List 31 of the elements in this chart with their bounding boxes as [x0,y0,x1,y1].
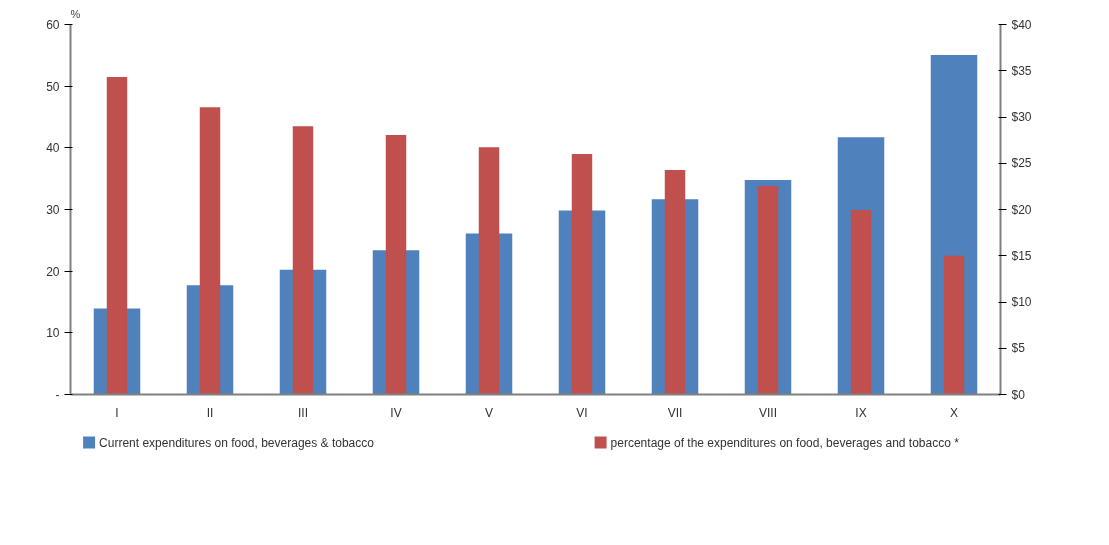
x-tick-label: III [298,405,309,420]
y2-tick-label: $40 [1011,17,1032,32]
x-tick-label: II [206,405,214,420]
y2-tick-label: $25 [1011,156,1032,171]
bar [943,255,965,395]
y-tick-label: - [55,388,60,402]
x-tick-label: IV [390,405,402,420]
y-tick-label: 30 [46,203,60,217]
y-tick-label: 20 [46,264,60,279]
x-tick-label: IX [855,405,867,420]
y-tick-label: 40 [46,141,60,156]
y-tick-label: 50 [46,79,60,94]
y2-tick-label: $15 [1011,248,1032,263]
legend-label: percentage of the expenditures on food, beverages and tobacco * [610,435,960,450]
x-tick-label: I [115,405,119,420]
y2-tick-label: $20 [1011,202,1032,217]
x-tick-label: VI [576,405,588,420]
legend-label: Current expenditures on food, beverages & tobacco [99,435,375,450]
y2-tick-label: $35 [1011,63,1032,78]
y2-tick-label: $30 [1011,110,1032,124]
y-axis-title: % [70,7,81,20]
x-tick-label: V [485,405,494,420]
y2-tick-label: $5 [1011,341,1026,356]
bar [850,210,872,395]
y2-tick-label: $0 [1011,387,1026,402]
x-tick-label: X [950,405,959,420]
y2-tick-label: $10 [1011,295,1032,309]
y-tick-label: 10 [46,326,60,341]
x-tick-label: VII [667,405,683,420]
x-tick-label: VIII [759,405,778,420]
y-tick-label: 60 [46,18,60,32]
